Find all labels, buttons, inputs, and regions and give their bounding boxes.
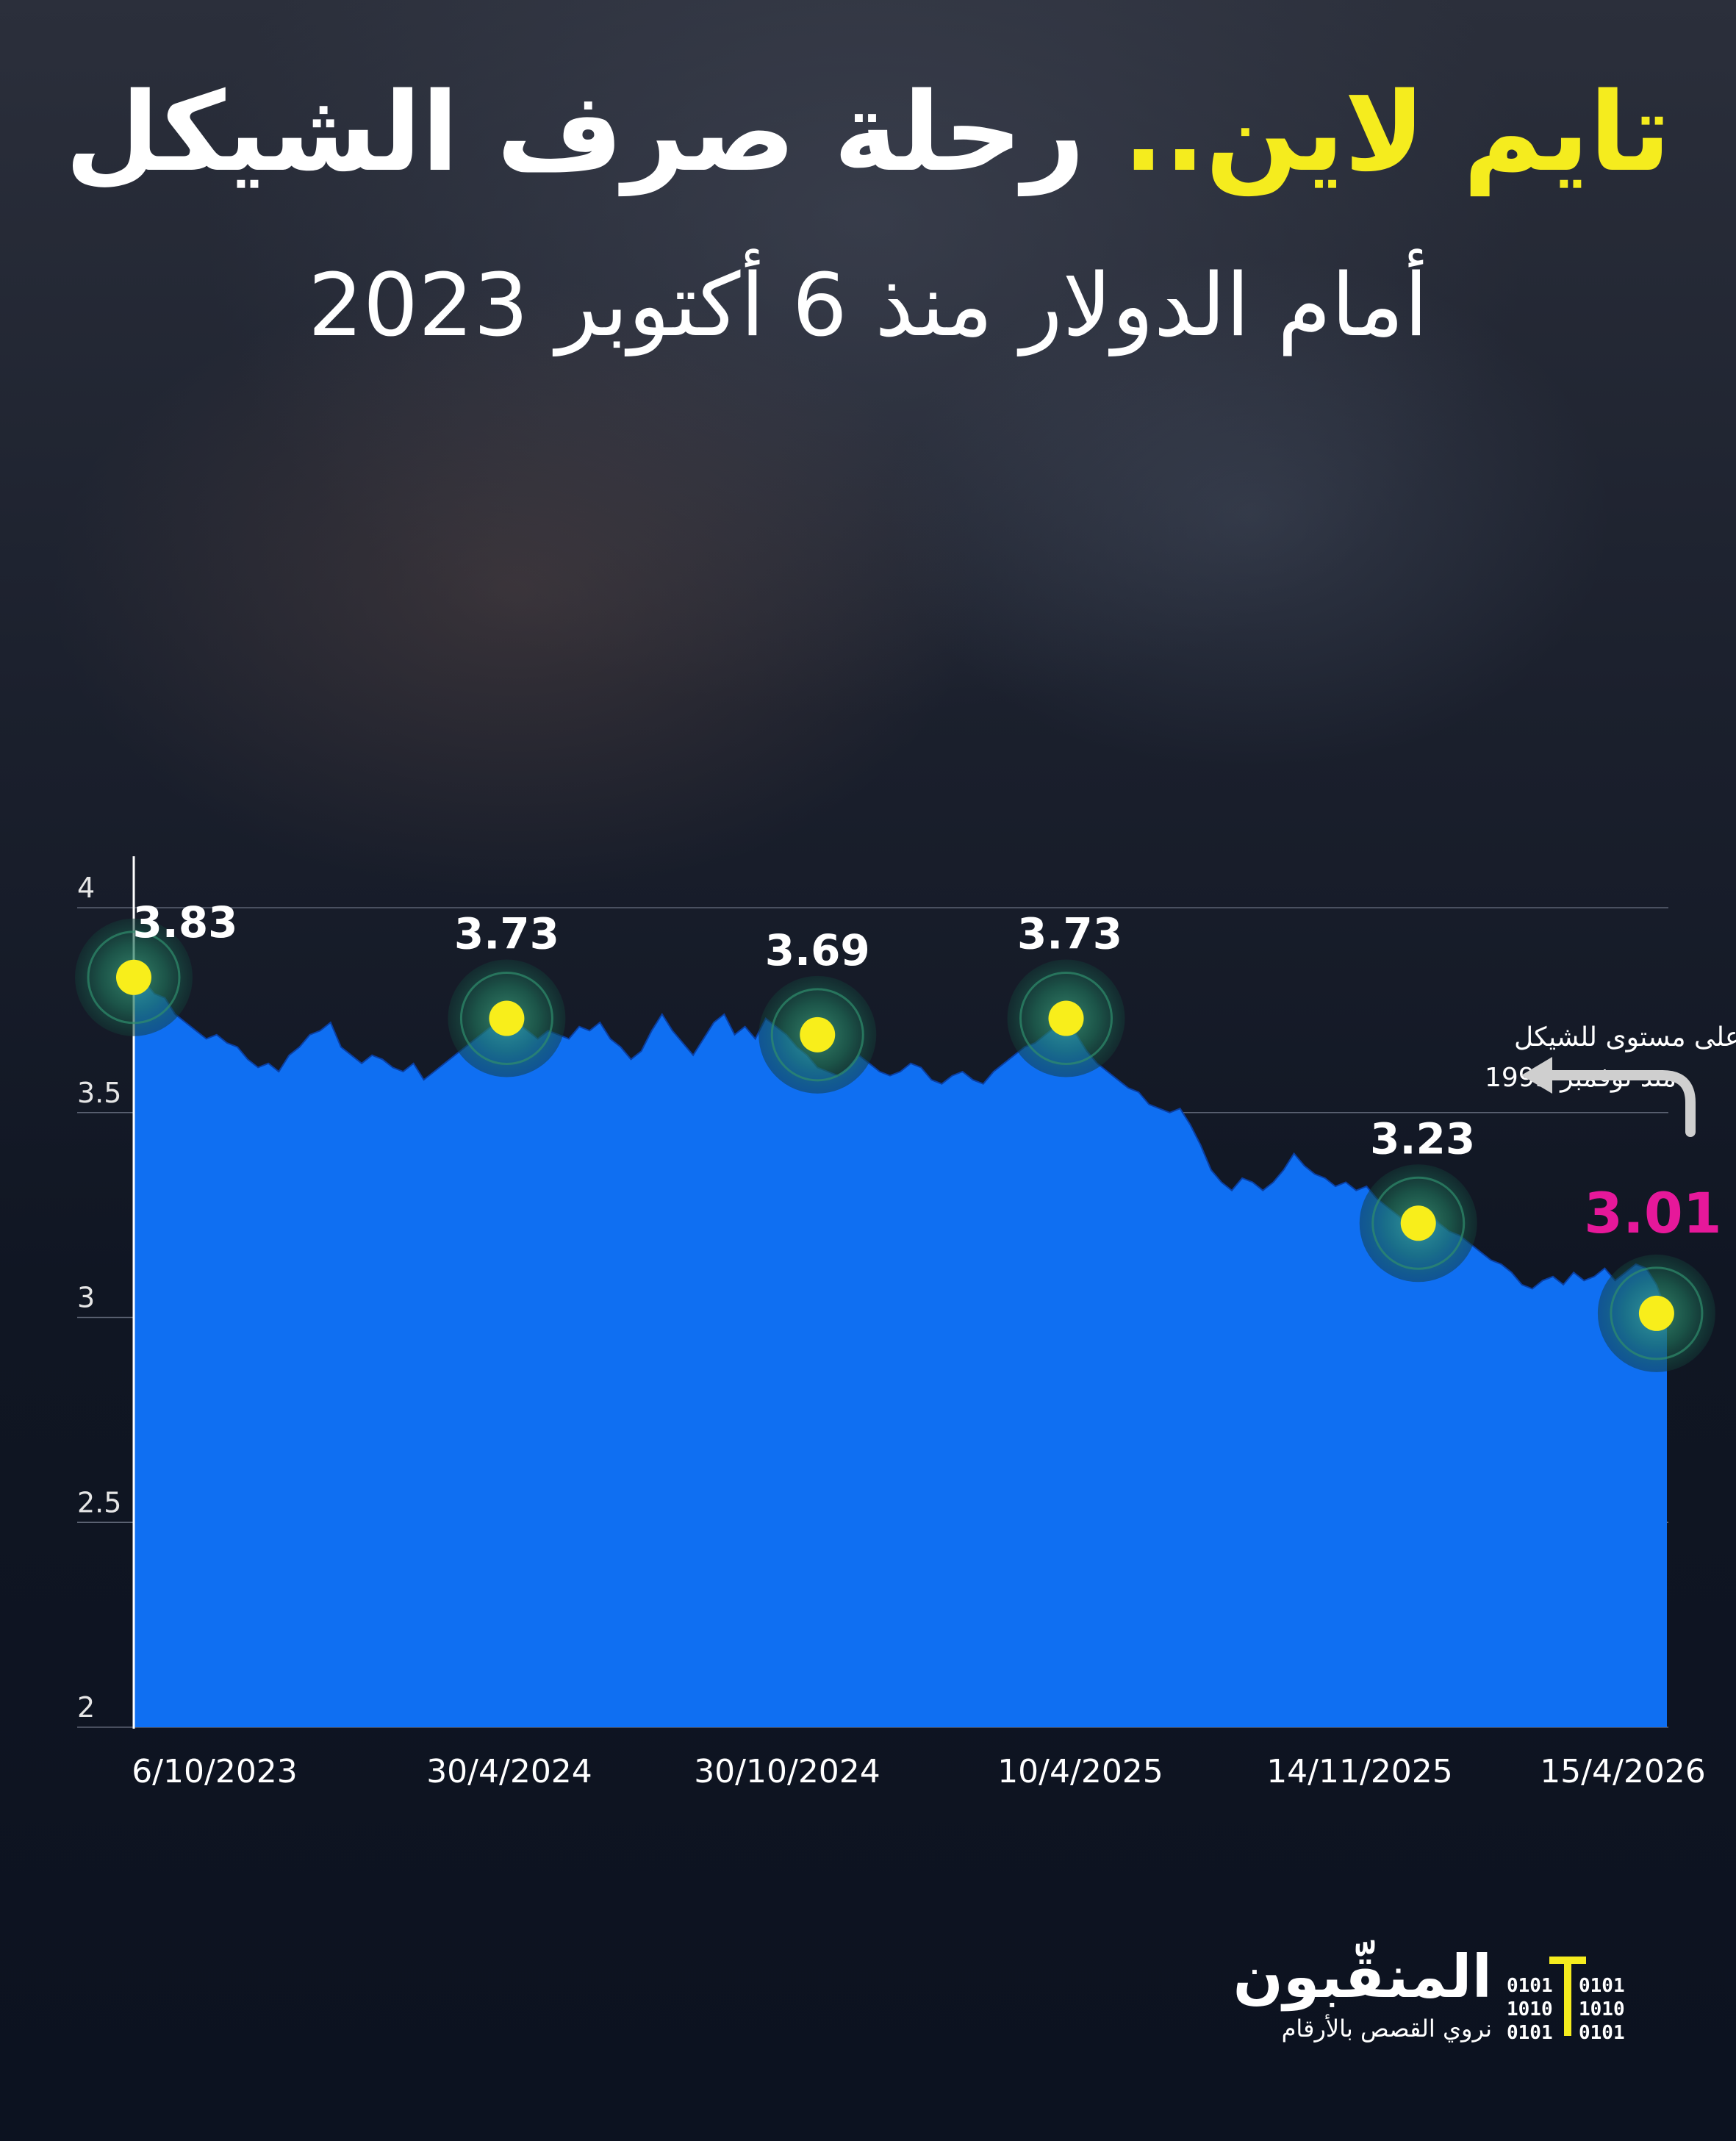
x-tick-label: 30/10/2024 [694,1753,880,1790]
chart-markers: 3.83 3.73 3.69 3.73 3.23 3.01 [75,897,1722,1372]
x-tick-label: 10/4/2025 [997,1753,1163,1790]
pickaxe-icon: 0101 1010 0101 0101 1010 0101 [1507,1957,1632,2045]
chart-area-series [133,976,1668,1727]
marker-ring [770,988,864,1082]
marker-dot [1638,1295,1674,1331]
x-tick-label: 15/4/2026 [1540,1753,1706,1790]
title-highlight: تايم لاين.. [1122,69,1671,196]
brand-name: المنقّبون [1233,1943,1492,2011]
pickaxe-head [1549,1957,1586,1964]
note-arrow [1538,1070,1696,1137]
marker-dot [1048,1000,1084,1036]
brand-tagline: نروي القصص بالأرقام [1281,2015,1492,2043]
bits-row: 0101 [1507,2022,1553,2044]
bits-row: 0101 [1507,1975,1553,1997]
marker-dot [489,1000,525,1036]
y-tick-label: 4 [77,872,95,904]
data-label: 3.83 [132,897,237,947]
exchange-rate-area [134,977,1667,1727]
marker-ring [1019,972,1113,1066]
marker-dot [116,959,151,995]
bits-row: 0101 [1579,2022,1625,2044]
bits-row: 0101 [1579,1975,1625,1997]
y-tick-label: 2 [77,1691,95,1724]
marker-dot [1400,1205,1436,1241]
y-tick-label: 3 [77,1282,95,1314]
note-arrow-head [1521,1057,1552,1094]
marker-ring [1610,1266,1704,1360]
marker-ring [87,930,181,1025]
x-tick-label: 30/4/2024 [426,1753,592,1790]
bits-row: 1010 [1507,1998,1553,2020]
x-tick-label: 14/11/2025 [1266,1753,1453,1790]
pickaxe-handle [1564,1957,1571,2036]
data-label: 3.69 [765,925,870,975]
brand-logo: المنقّبون نروي القصص بالأرقام 0101 1010 … [1233,1940,1632,2051]
data-label: 3.73 [454,909,559,959]
y-tick-label: 3.5 [77,1077,121,1109]
bits-right: 0101 1010 0101 [1579,1974,1625,2045]
data-label: 3.73 [1017,909,1122,959]
data-label: 3.01 [1584,1180,1722,1246]
x-tick-label: 6/10/2023 [132,1753,298,1790]
y-tick-label: 2.5 [77,1486,121,1518]
marker-ring [1371,1176,1466,1270]
marker-ring [459,972,553,1066]
bits-row: 1010 [1579,1998,1625,2020]
chart-tick-labels: 2 2.5 3 3.5 4 6/10/2023 30/4/2024 30/10/2024 10/… [77,872,1706,1790]
marker-dot [800,1016,836,1052]
bits-left: 0101 1010 0101 [1507,1974,1553,2045]
page-subtitle: أمام الدولار منذ 6 أكتوبر 2023 [307,254,1429,356]
page-title: تايم لاين.. رحلة صرف الشيكل [0,70,1736,195]
title-main: رحلة صرف الشيكل [65,69,1086,196]
note-line-1: أعلى مستوى للشيكل [1514,1019,1736,1052]
data-label: 3.23 [1370,1113,1475,1163]
